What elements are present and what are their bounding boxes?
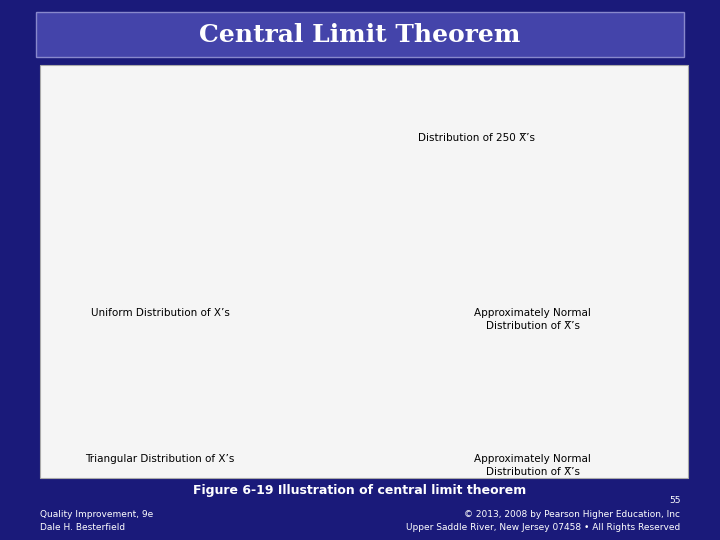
Bar (181, 424, 202, 451)
Bar (223, 440, 243, 451)
Bar (201, 181, 216, 305)
Bar (217, 181, 233, 305)
Bar (104, 181, 120, 305)
Bar (550, 195, 582, 305)
Text: $\bar{X}$: $\bar{X}$ (666, 456, 676, 470)
Bar (583, 423, 614, 451)
Bar (484, 203, 516, 305)
Text: n = 4: n = 4 (616, 151, 644, 160)
Bar (418, 270, 449, 305)
Text: X: X (279, 456, 287, 466)
Bar (244, 445, 264, 451)
Bar (57, 352, 76, 451)
Text: Distribution of X̅’s: Distribution of X̅’s (486, 467, 580, 477)
Text: Triangular Distribution of X’s: Triangular Distribution of X’s (86, 454, 235, 464)
Text: to: to (312, 379, 323, 388)
Bar (418, 423, 449, 451)
Bar (78, 366, 97, 451)
Text: $\bar{X}$: $\bar{X}$ (666, 312, 676, 326)
Text: Approximately Normal: Approximately Normal (474, 454, 591, 464)
Bar (451, 237, 482, 305)
Text: Figure 6-19 Illustration of central limit theorem: Figure 6-19 Illustration of central limi… (194, 484, 526, 497)
FancyArrow shape (328, 377, 360, 396)
Text: © 2013, 2008 by Pearson Higher Education, Inc
Upper Saddle River, New Jersey 074: © 2013, 2008 by Pearson Higher Education… (406, 510, 680, 532)
Text: 55: 55 (669, 496, 680, 505)
Bar (119, 392, 139, 451)
Bar (616, 441, 647, 451)
Bar (583, 240, 614, 305)
Bar (616, 283, 647, 305)
Bar (72, 181, 87, 305)
Text: Central Limit Theorem: Central Limit Theorem (199, 23, 521, 46)
Text: Distribution of 250 X̅’s: Distribution of 250 X̅’s (419, 126, 528, 136)
Bar (517, 369, 549, 451)
Text: Approximately Normal: Approximately Normal (474, 308, 591, 318)
Bar (202, 433, 222, 451)
Bar (140, 403, 160, 451)
Bar (168, 181, 184, 305)
Text: to: to (312, 216, 323, 226)
Bar (249, 181, 264, 305)
Text: n = 4: n = 4 (616, 328, 644, 338)
FancyArrow shape (328, 214, 360, 233)
Bar (185, 181, 200, 305)
Text: Distribution of X̅’s: Distribution of X̅’s (486, 321, 580, 332)
Bar (153, 181, 168, 305)
Bar (120, 181, 135, 305)
Text: Quality Improvement, 9e
Dale H. Besterfield: Quality Improvement, 9e Dale H. Besterfi… (40, 510, 153, 532)
Text: Distribution of 1000 X’s: Distribution of 1000 X’s (58, 126, 174, 136)
Bar (484, 352, 516, 451)
Bar (98, 379, 118, 451)
Text: Distribution of 250 X̅’s: Distribution of 250 X̅’s (418, 133, 534, 143)
Text: Uniform Distribution of X’s: Uniform Distribution of X’s (91, 308, 230, 318)
Bar (161, 414, 181, 451)
Text: X: X (279, 312, 287, 321)
Bar (56, 181, 71, 305)
Bar (233, 181, 248, 305)
Bar (517, 181, 549, 305)
Bar (137, 181, 152, 305)
Bar (88, 181, 104, 305)
Bar (451, 392, 482, 451)
Bar (550, 396, 582, 451)
